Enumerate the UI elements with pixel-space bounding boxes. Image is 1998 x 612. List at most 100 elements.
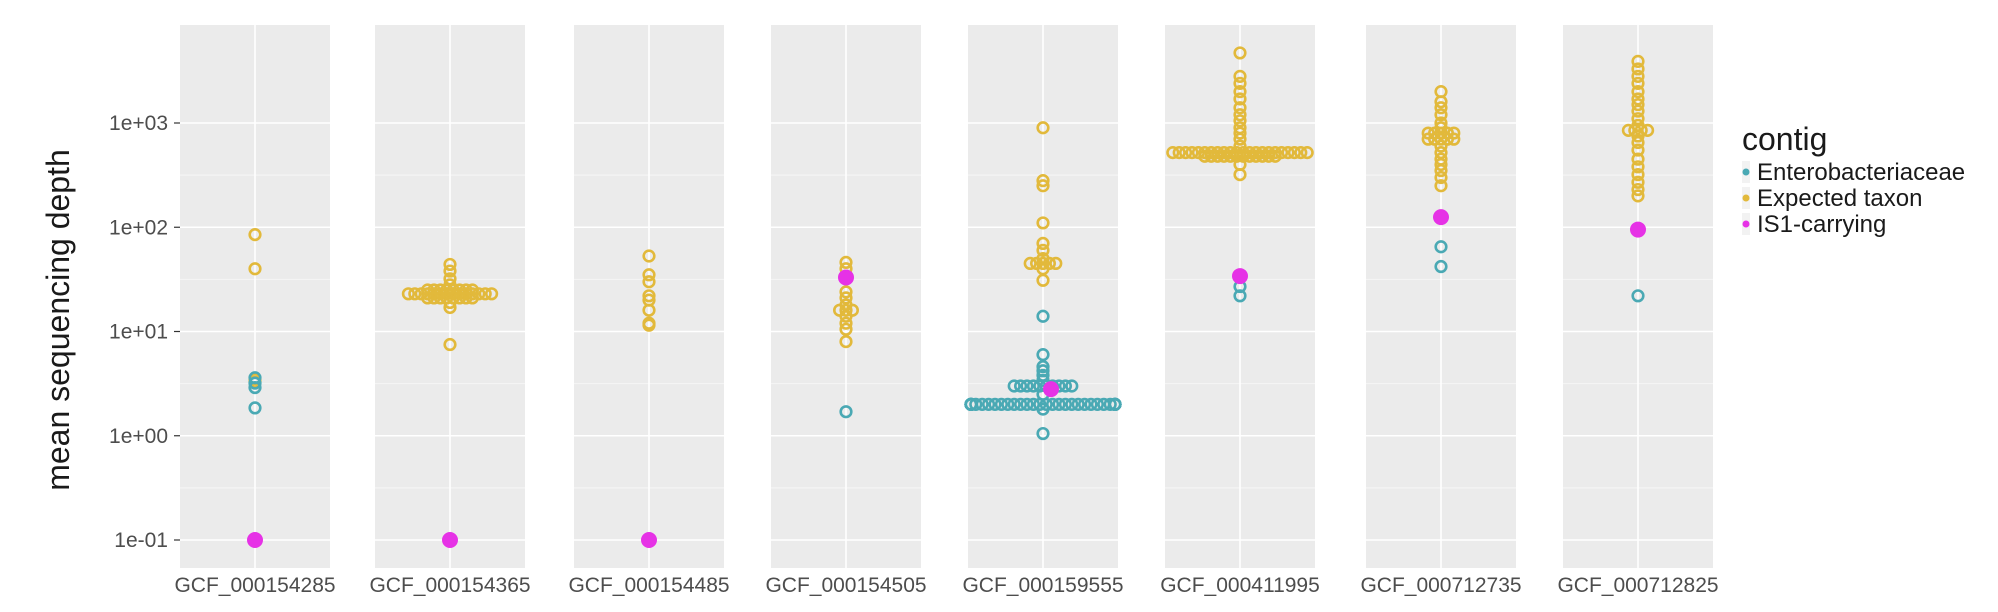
point-expected-taxon [1233, 167, 1247, 182]
point-enterobacteriaceae [1036, 348, 1050, 362]
point-expected-taxon [485, 287, 499, 301]
point-is1-carrying [1630, 221, 1646, 238]
point-expected-taxon [1036, 179, 1050, 193]
point-expected-taxon [1434, 132, 1448, 146]
point-expected-taxon [1294, 146, 1308, 160]
point-expected-taxon [1049, 256, 1063, 271]
legend-title: contig [1742, 121, 1827, 157]
point-expected-taxon [1249, 149, 1263, 163]
point-expected-taxon [1233, 92, 1247, 106]
facet-panel-GCF_000712735: GCF_000712735 [1360, 25, 1522, 597]
point-expected-taxon [465, 291, 480, 305]
point-is1-carrying [1043, 381, 1059, 398]
point-expected-taxon [1434, 163, 1448, 178]
legend-label: Enterobacteriaceae [1757, 159, 1965, 186]
point-expected-taxon [1036, 174, 1050, 188]
point-expected-taxon [1631, 92, 1645, 106]
point-expected-taxon [1631, 152, 1645, 166]
point-expected-taxon [1233, 132, 1247, 146]
point-enterobacteriaceae [1007, 397, 1021, 411]
point-expected-taxon [1631, 54, 1645, 68]
y-axis-title: mean sequencing depth [40, 149, 76, 491]
point-enterobacteriaceae [1065, 379, 1079, 393]
point-expected-taxon [839, 335, 853, 349]
point-expected-taxon [443, 264, 457, 278]
point-expected-taxon [1631, 175, 1645, 189]
point-expected-taxon [443, 257, 457, 272]
point-is1-carrying [641, 532, 657, 548]
point-expected-taxon [1631, 98, 1645, 112]
point-expected-taxon [839, 291, 853, 305]
facet-label-GCF_000154485: GCF_000154485 [568, 574, 729, 597]
facet-panel-GCF_000154285: GCF_000154285 [174, 25, 336, 597]
point-is1-carrying [247, 532, 263, 548]
point-expected-taxon [443, 295, 457, 310]
point-expected-taxon [1255, 149, 1269, 163]
point-expected-taxon [1036, 256, 1050, 271]
point-expected-taxon [1036, 273, 1050, 287]
facet-label-GCF_000159555: GCF_000159555 [962, 574, 1123, 597]
point-enterobacteriaceae [248, 380, 262, 395]
point-expected-taxon [1204, 149, 1218, 163]
point-enterobacteriaceae [1036, 426, 1050, 441]
facet-panel-GCF_000154485: GCF_000154485 [568, 25, 730, 597]
point-expected-taxon [1023, 256, 1037, 271]
point-expected-taxon [1434, 139, 1448, 153]
point-enterobacteriaceae [1434, 259, 1448, 274]
point-expected-taxon [1233, 69, 1247, 83]
point-expected-taxon [1198, 149, 1212, 163]
y-tick-label: 1e+00 [109, 425, 168, 448]
point-expected-taxon [248, 262, 262, 276]
y-tick-label: 1e-01 [114, 529, 168, 552]
facet-label-GCF_000411995: GCF_000411995 [1160, 574, 1320, 597]
point-expected-taxon [839, 316, 853, 330]
point-enterobacteriaceae [1036, 360, 1050, 374]
point-expected-taxon [1233, 76, 1247, 90]
point-expected-taxon [839, 309, 853, 323]
legend-key-enterobacteriaceae [1742, 161, 1750, 183]
point-enterobacteriaceae [1020, 379, 1034, 393]
point-expected-taxon [401, 287, 416, 301]
point-expected-taxon [1233, 85, 1247, 99]
point-enterobacteriaceae [1065, 397, 1079, 411]
legend-swatch [1742, 220, 1750, 228]
facet-panel-GCF_000411995: GCF_000411995 [1160, 25, 1320, 597]
point-expected-taxon [839, 303, 853, 317]
point-enterobacteriaceae [994, 397, 1009, 411]
point-expected-taxon [1421, 132, 1435, 146]
point-expected-taxon [1427, 132, 1442, 146]
legend-key-is1-carrying [1742, 213, 1750, 235]
point-expected-taxon [642, 303, 656, 317]
point-is1-carrying [1232, 268, 1248, 285]
point-expected-taxon [839, 255, 853, 270]
point-expected-taxon [1434, 179, 1448, 193]
point-enterobacteriaceae [969, 397, 983, 411]
point-is1-carrying [838, 269, 854, 286]
point-expected-taxon [1191, 146, 1205, 160]
point-expected-taxon [1640, 123, 1655, 137]
point-enterobacteriaceae [1077, 397, 1092, 411]
point-expected-taxon [1233, 108, 1247, 122]
point-is1-carrying [442, 532, 458, 548]
point-enterobacteriaceae [1052, 397, 1066, 411]
point-expected-taxon [1440, 132, 1454, 146]
point-expected-taxon [1631, 62, 1645, 76]
point-enterobacteriaceae [248, 401, 262, 415]
point-enterobacteriaceae [975, 397, 989, 411]
point-expected-taxon [642, 318, 656, 332]
point-expected-taxon [839, 322, 853, 336]
point-expected-taxon [1036, 216, 1050, 230]
point-enterobacteriaceae [1058, 379, 1072, 393]
point-enterobacteriaceae [1001, 397, 1015, 411]
y-tick-label: 1e+02 [109, 216, 168, 239]
point-expected-taxon [1287, 146, 1301, 160]
point-enterobacteriaceae [1090, 397, 1104, 411]
point-expected-taxon [1631, 76, 1645, 90]
point-enterobacteriaceae [1036, 402, 1050, 416]
point-expected-taxon [1233, 114, 1247, 128]
point-enterobacteriaceae [1058, 397, 1072, 411]
point-expected-taxon [1631, 135, 1645, 150]
point-enterobacteriaceae [1020, 397, 1034, 411]
legend-label: IS1-carrying [1757, 211, 1886, 238]
